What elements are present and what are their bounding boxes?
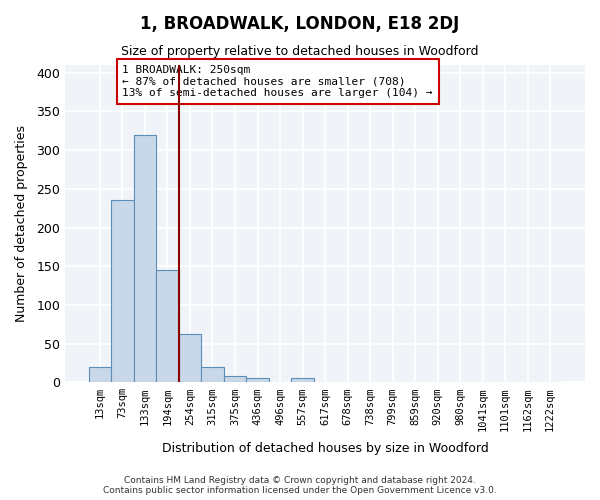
Bar: [201, 367, 224, 382]
Bar: [179, 334, 201, 382]
Y-axis label: Number of detached properties: Number of detached properties: [15, 125, 28, 322]
Text: 1, BROADWALK, LONDON, E18 2DJ: 1, BROADWALK, LONDON, E18 2DJ: [140, 15, 460, 33]
Bar: [224, 376, 246, 382]
Bar: [156, 270, 179, 382]
Bar: [134, 134, 156, 382]
Text: Size of property relative to detached houses in Woodford: Size of property relative to detached ho…: [121, 45, 479, 58]
Bar: [246, 378, 269, 382]
Bar: [89, 367, 111, 382]
Bar: [111, 200, 134, 382]
Bar: [291, 378, 314, 382]
X-axis label: Distribution of detached houses by size in Woodford: Distribution of detached houses by size …: [161, 442, 488, 455]
Text: Contains HM Land Registry data © Crown copyright and database right 2024.
Contai: Contains HM Land Registry data © Crown c…: [103, 476, 497, 495]
Text: 1 BROADWALK: 250sqm
← 87% of detached houses are smaller (708)
13% of semi-detac: 1 BROADWALK: 250sqm ← 87% of detached ho…: [122, 65, 433, 98]
